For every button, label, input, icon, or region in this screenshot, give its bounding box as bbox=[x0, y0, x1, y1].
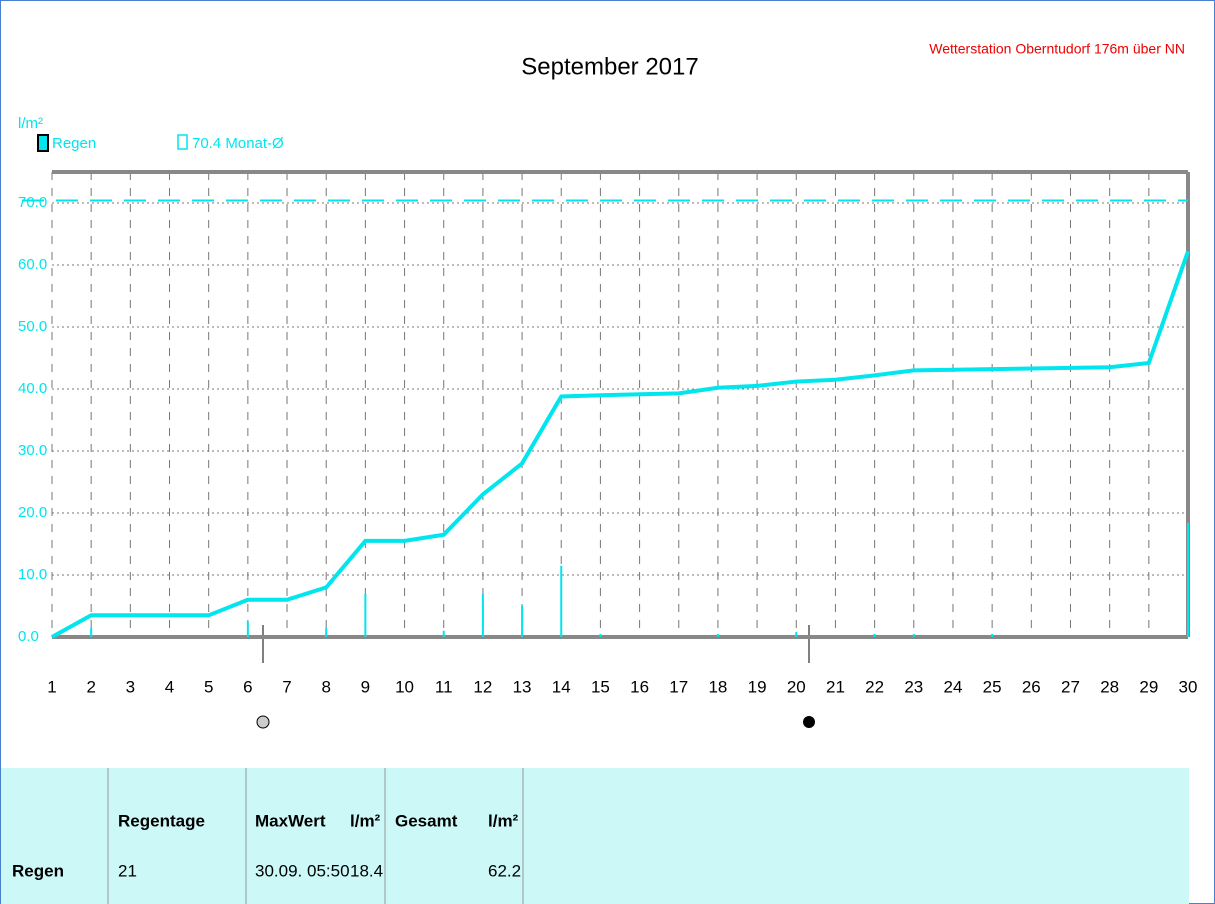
x-tick-label: 4 bbox=[165, 677, 174, 696]
x-tick-label: 30 bbox=[1179, 677, 1198, 696]
legend-swatch bbox=[177, 134, 188, 150]
x-tick-label: 26 bbox=[1022, 677, 1041, 696]
x-tick-label: 25 bbox=[983, 677, 1002, 696]
y-tick-label: 0.0 bbox=[18, 628, 39, 645]
x-tick-label: 19 bbox=[748, 677, 767, 696]
x-tick-label: 6 bbox=[243, 677, 252, 696]
x-tick-label: 29 bbox=[1139, 677, 1158, 696]
chart-title: September 2017 bbox=[521, 53, 698, 80]
table-header: MaxWert bbox=[255, 811, 326, 830]
y-tick-label: 50.0 bbox=[18, 318, 47, 335]
table-cell: 62.2 bbox=[488, 861, 521, 880]
x-tick-label: 1 bbox=[47, 677, 56, 696]
x-tick-label: 14 bbox=[552, 677, 571, 696]
legend-swatch bbox=[37, 134, 49, 152]
legend-label: Regen bbox=[52, 135, 96, 152]
y-tick-label: 30.0 bbox=[18, 442, 47, 459]
x-tick-label: 7 bbox=[282, 677, 291, 696]
table-header: Regentage bbox=[118, 811, 205, 830]
y-tick-label: 40.0 bbox=[18, 380, 47, 397]
x-tick-label: 9 bbox=[361, 677, 370, 696]
x-tick-label: 27 bbox=[1061, 677, 1080, 696]
table-cell: 21 bbox=[118, 861, 137, 880]
table-dividers bbox=[107, 768, 524, 904]
y-axis-label: l/m² bbox=[18, 115, 43, 132]
x-tick-label: 21 bbox=[826, 677, 845, 696]
x-tick-label: 10 bbox=[395, 677, 414, 696]
x-tick-label: 11 bbox=[435, 677, 453, 696]
x-tick-label: 17 bbox=[669, 677, 688, 696]
x-tick-label: 8 bbox=[321, 677, 330, 696]
x-tick-label: 28 bbox=[1100, 677, 1119, 696]
table-cell: 30.09. 05:50 bbox=[255, 861, 350, 880]
x-tick-label: 12 bbox=[473, 677, 492, 696]
x-tick-label: 13 bbox=[513, 677, 532, 696]
chart-subtitle: Wetterstation Oberntudorf 176m über NN bbox=[929, 41, 1185, 57]
x-tick-label: 22 bbox=[865, 677, 884, 696]
y-tick-label: 60.0 bbox=[18, 256, 47, 273]
y-tick-label: 20.0 bbox=[18, 504, 47, 521]
x-tick-label: 18 bbox=[708, 677, 727, 696]
table-header: Gesamt bbox=[395, 811, 458, 830]
table-header: l/m² bbox=[488, 811, 519, 830]
x-tick-label: 15 bbox=[591, 677, 610, 696]
table-background bbox=[1, 768, 1189, 904]
x-tick-label: 23 bbox=[904, 677, 923, 696]
table-header: l/m² bbox=[350, 811, 381, 830]
legend-label: 70.4 Monat-Ø bbox=[192, 135, 284, 152]
x-tick-label: 2 bbox=[86, 677, 95, 696]
table-cell: Regen bbox=[12, 861, 64, 880]
table-cell: 18.4 bbox=[350, 861, 383, 880]
x-tick-label: 3 bbox=[126, 677, 135, 696]
x-tick-label: 16 bbox=[630, 677, 649, 696]
moon-icons bbox=[256, 625, 815, 729]
x-tick-label: 5 bbox=[204, 677, 213, 696]
x-tick-label: 24 bbox=[944, 677, 963, 696]
line-series bbox=[51, 250, 1190, 639]
y-tick-label: 10.0 bbox=[18, 566, 47, 583]
y-tick-label: 70.0 bbox=[18, 194, 47, 211]
x-tick-label: 20 bbox=[787, 677, 806, 696]
